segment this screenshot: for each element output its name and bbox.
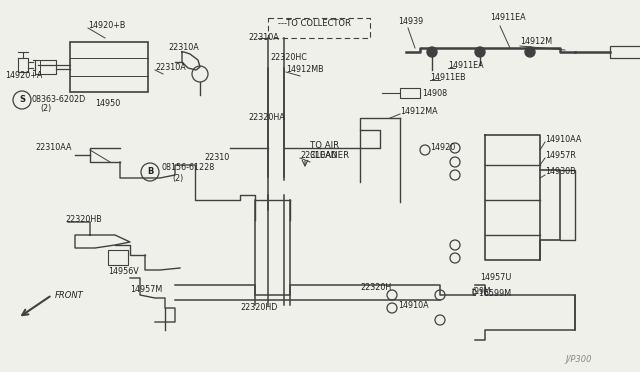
Text: 14911EA: 14911EA	[490, 13, 525, 22]
Text: 14920+A: 14920+A	[5, 71, 42, 80]
Text: 14908: 14908	[422, 89, 447, 97]
Text: 08363-6202D: 08363-6202D	[32, 96, 86, 105]
Text: 22310: 22310	[204, 154, 229, 163]
Text: 14920+B: 14920+B	[88, 22, 125, 31]
Text: 14930B: 14930B	[545, 167, 575, 176]
Text: 14957M: 14957M	[130, 285, 163, 295]
Text: 22320HC: 22320HC	[270, 54, 307, 62]
Text: 14910AA: 14910AA	[545, 135, 581, 144]
Text: 14912MB: 14912MB	[286, 65, 324, 74]
Text: ---TO COLLECTOR: ---TO COLLECTOR	[278, 19, 351, 29]
Text: CLEANER: CLEANER	[310, 151, 350, 160]
Text: 14912MA: 14912MA	[400, 108, 438, 116]
Text: 14911EB: 14911EB	[430, 74, 466, 83]
Text: 22320HB: 22320HB	[65, 215, 102, 224]
Text: 14956V: 14956V	[108, 267, 139, 276]
Text: FRONT: FRONT	[55, 291, 84, 299]
Text: 08156-61228: 08156-61228	[162, 164, 215, 173]
Text: ť99M: ť99M	[472, 288, 492, 296]
Circle shape	[427, 47, 437, 57]
Bar	[108, 250, 128, 265]
Text: 22310A: 22310A	[155, 64, 186, 73]
Text: 22310A: 22310A	[168, 44, 199, 52]
Text: 22320H: 22320H	[360, 283, 391, 292]
Bar	[610, 46, 640, 58]
Bar	[70, 42, 148, 92]
Text: 14910A: 14910A	[398, 301, 429, 310]
Text: TO AIR: TO AIR	[310, 141, 339, 150]
Text: 22310A: 22310A	[248, 33, 279, 42]
Bar	[400, 88, 420, 98]
Text: 0-16599M: 0-16599M	[472, 289, 512, 298]
Text: (2): (2)	[40, 103, 51, 112]
Text: 22320HD: 22320HD	[240, 304, 277, 312]
Text: B: B	[147, 167, 153, 176]
Text: 14911EA: 14911EA	[448, 61, 484, 70]
Circle shape	[475, 47, 485, 57]
Text: 14939: 14939	[398, 17, 423, 26]
Text: 22320HA: 22320HA	[248, 113, 285, 122]
Text: 14920: 14920	[430, 144, 455, 153]
Text: 22310AD: 22310AD	[300, 151, 337, 160]
Text: 14912M: 14912M	[520, 38, 552, 46]
Text: S: S	[19, 96, 25, 105]
Text: 22310AA: 22310AA	[35, 144, 72, 153]
Text: 14957U: 14957U	[480, 273, 511, 282]
Text: 14957R: 14957R	[545, 151, 576, 160]
Text: 14950: 14950	[95, 99, 120, 108]
Text: (2): (2)	[172, 173, 183, 183]
Text: J/P300: J/P300	[565, 356, 591, 365]
Circle shape	[525, 47, 535, 57]
